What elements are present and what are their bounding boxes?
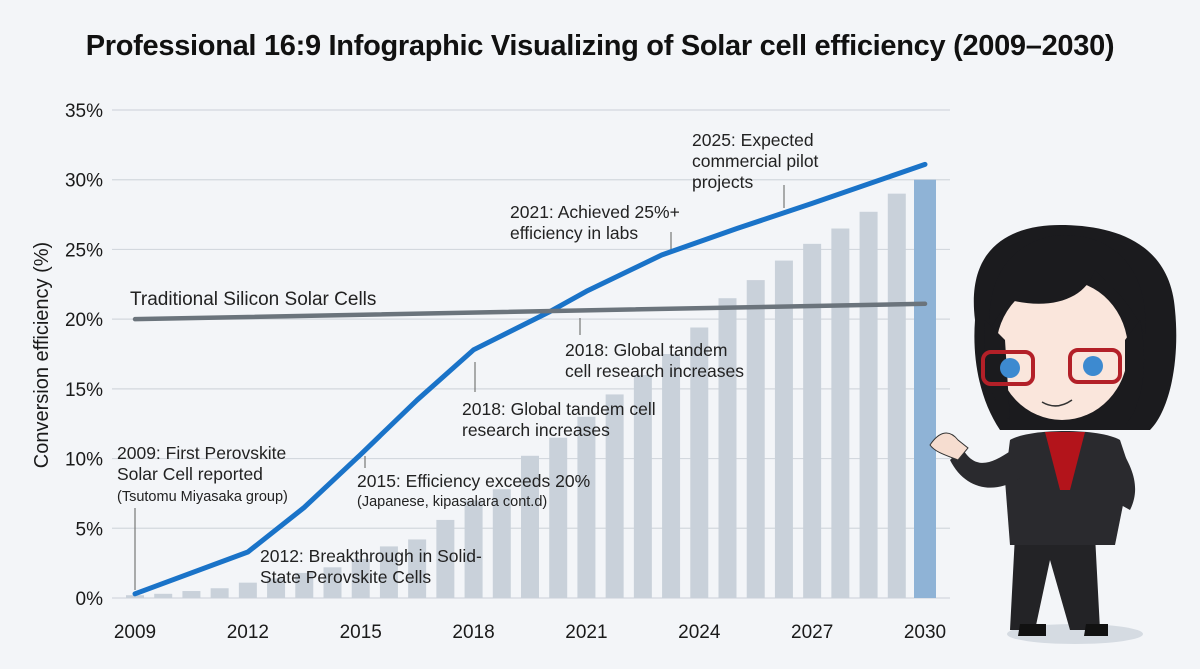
bar	[351, 558, 370, 598]
annotation-line: Solar Cell reported	[117, 464, 263, 484]
shoe-left	[1018, 624, 1046, 636]
y-tick-label: 10%	[65, 450, 103, 471]
annotation-line: 2021: Achieved 25%+	[510, 202, 680, 222]
bar	[887, 193, 906, 598]
bar	[154, 593, 173, 598]
bar	[295, 572, 314, 598]
annotation-leaders	[134, 185, 785, 590]
bar	[633, 374, 652, 598]
bar	[549, 437, 568, 598]
annotation: 2015: Efficiency exceeds 20% (Japanese, k…	[357, 471, 590, 510]
annotation: 2025: Expected commercial pilot projects	[692, 130, 819, 192]
bar	[521, 455, 539, 598]
bar	[323, 567, 342, 598]
y-tick-label: 25%	[65, 240, 103, 261]
arm-hip	[1112, 445, 1136, 510]
bar	[577, 416, 596, 598]
bar	[831, 228, 850, 598]
bar	[464, 500, 483, 598]
y-tick-labels: 0% 5% 10% 15% 20% 25% 30% 35%	[65, 101, 103, 610]
annotation-line: efficiency in labs	[510, 223, 638, 243]
silicon-line	[132, 301, 928, 322]
red-shirt	[1045, 432, 1085, 490]
chart-title: Professional 16:9 Infographic Visualizin…	[85, 30, 1115, 62]
annotation-line: 2025: Expected	[692, 130, 814, 150]
annotation: 2018: Global tandem cell research increas…	[565, 340, 744, 381]
annotation: 2021: Achieved 25%+ efficiency in labs	[510, 202, 680, 243]
bar	[662, 354, 681, 598]
annotation: 2012: Breakthrough in Solid-State Perovs…	[260, 546, 482, 587]
x-tick-label: 2024	[678, 622, 721, 643]
hair-front	[989, 235, 1146, 335]
y-tick-label: 30%	[65, 171, 103, 192]
y-tick-label: 35%	[65, 101, 103, 122]
bar	[803, 243, 822, 598]
annotation-sub: (Japanese, kipasalara cont.d)	[357, 494, 547, 510]
annotation-line: 2018: Global tandem	[565, 340, 727, 360]
x-tick-label: 2015	[340, 622, 382, 643]
silicon-series-label: Traditional Silicon Solar Cells	[130, 289, 376, 310]
bar	[718, 298, 737, 598]
bar	[859, 211, 878, 599]
pants	[1010, 535, 1100, 630]
bar	[210, 588, 229, 598]
glasses-left	[981, 350, 1035, 386]
annotation-line: 2015: Efficiency exceeds 20%	[357, 471, 590, 491]
annotation-line: research increases	[462, 420, 610, 440]
x-tick-label: 2021	[565, 622, 607, 643]
x-tick-label: 2012	[227, 622, 269, 643]
annotation-line: 2012: Breakthrough in Solid-	[260, 546, 482, 566]
hand	[929, 432, 969, 461]
bar	[238, 582, 257, 598]
y-axis-title: Conversion efficiency (%)	[31, 242, 53, 468]
eye-right	[1083, 356, 1103, 376]
annotation-line: projects	[692, 172, 754, 192]
annotation: 2018: Global tandem cell research increas…	[462, 399, 656, 440]
eye-left	[1000, 358, 1020, 378]
x-tick-labels: 2009 2012 2015 2018 2021 2024 2027 2030	[114, 622, 946, 643]
bar	[914, 179, 936, 598]
shoe-right	[1084, 624, 1108, 636]
glasses-right	[1068, 348, 1122, 384]
arm-pointing	[950, 448, 1020, 488]
x-tick-label: 2009	[114, 622, 156, 643]
bar	[267, 578, 286, 598]
mouth	[1041, 399, 1073, 407]
bar	[408, 539, 427, 598]
annotations: 2009: First Perovskite Solar Cell reporte…	[117, 130, 819, 587]
bar	[182, 591, 201, 598]
annotation-line: State Perovskite Cells	[260, 567, 431, 587]
annotation-line: cell research increases	[565, 361, 744, 381]
bar	[436, 519, 455, 598]
x-tick-label: 2030	[904, 622, 946, 643]
bar	[605, 394, 624, 598]
annotation-line: 2018: Global tandem cell	[462, 399, 656, 419]
annotation-line: commercial pilot	[692, 151, 819, 171]
y-tick-label: 15%	[65, 380, 103, 401]
hair-side-right	[1125, 320, 1145, 425]
x-tick-label: 2027	[791, 622, 833, 643]
y-tick-label: 0%	[76, 589, 104, 610]
perovskite-line	[132, 161, 928, 597]
annotation: 2009: First Perovskite Solar Cell reporte…	[117, 443, 288, 505]
bar	[746, 280, 765, 598]
x-tick-label: 2018	[452, 622, 494, 643]
bar	[774, 260, 793, 598]
presenter-character	[929, 225, 1177, 644]
hair-side-left	[984, 320, 1010, 420]
annotation-line: 2009: First Perovskite	[117, 443, 286, 463]
bar	[379, 546, 398, 598]
bars	[126, 179, 936, 599]
y-tick-label: 20%	[65, 310, 103, 331]
annotation-sub: (Tsutomu Miyasaka group)	[117, 489, 288, 505]
bar	[126, 595, 144, 598]
bar	[492, 489, 511, 598]
y-tick-label: 5%	[76, 519, 104, 540]
bar	[690, 327, 709, 598]
series-lines	[132, 161, 928, 597]
